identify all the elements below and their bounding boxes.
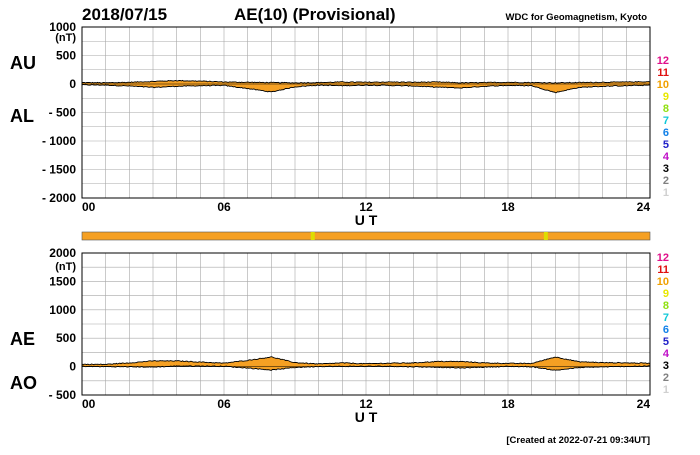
station-legend-item: 4 (663, 151, 670, 163)
station-legend-item: 3 (663, 360, 669, 372)
y-tick-label: - 2000 (42, 191, 76, 205)
ae-ao-x-label: U T (355, 409, 378, 425)
au-al-unit: (nT) (55, 32, 76, 44)
station-legend-item: 5 (663, 139, 669, 151)
x-tick-label: 12 (359, 200, 373, 214)
y-tick-label: 500 (56, 331, 76, 345)
x-tick-label: 18 (501, 200, 515, 214)
y-tick-label: - 1500 (42, 163, 76, 177)
au-al-frame (81, 26, 651, 199)
x-tick-label: 00 (82, 200, 96, 214)
x-tick-label: 06 (217, 397, 231, 411)
x-tick-label: 24 (637, 200, 651, 214)
al-series-label: AL (10, 106, 34, 126)
station-legend-item: 12 (657, 55, 669, 67)
station-legend-item: 10 (657, 276, 669, 288)
x-tick-label: 00 (82, 397, 96, 411)
ae-series-label: AE (10, 329, 35, 349)
station-legend-item: 11 (657, 67, 669, 79)
station-legend-item: 5 (663, 336, 669, 348)
al-trace (81, 84, 650, 94)
ae-ao-y-ticks: 2000 1500 1000 500 0 - 500 (49, 246, 77, 402)
ae-ao-grid (81, 252, 651, 396)
au-al-x-label: U T (355, 212, 378, 228)
station-legend-item: 4 (663, 348, 670, 360)
station-legend-item: 6 (663, 127, 669, 139)
station-legend-item: 1 (663, 187, 669, 199)
station-legend-item: 11 (657, 264, 669, 276)
station-status-bar (81, 231, 651, 241)
status-bar-mark (310, 232, 315, 240)
station-legend-item: 7 (663, 312, 669, 324)
created-label: [Created at 2022-07-21 09:34UT] (506, 435, 650, 446)
chart-title: AE(10) (Provisional) (234, 5, 396, 24)
au-series-label: AU (10, 53, 36, 73)
station-legend-item: 1 (663, 384, 669, 396)
y-tick-label: 0 (69, 360, 76, 374)
y-tick-label: 500 (56, 49, 76, 63)
au-al-grid (81, 26, 651, 199)
x-tick-label: 06 (217, 200, 231, 214)
y-tick-label: 1000 (49, 20, 76, 34)
station-legend-item: 6 (663, 324, 669, 336)
ao-trace (81, 365, 651, 371)
source-label: WDC for Geomagnetism, Kyoto (506, 12, 648, 23)
station-legend-item: 3 (663, 163, 669, 175)
au-al-y-ticks: 1000 500 0 - 500 - 1000 - 1500 - 2000 (42, 20, 76, 205)
y-tick-label: 1500 (49, 274, 76, 288)
y-tick-label: 2000 (49, 246, 76, 260)
ae-ao-envelope (82, 356, 650, 371)
ae-ao-unit: (nT) (55, 261, 76, 273)
y-tick-label: 1000 (49, 303, 76, 317)
x-tick-label: 18 (501, 397, 515, 411)
station-legend-item: 7 (663, 115, 669, 127)
au-trace (82, 79, 651, 84)
status-bar-mark (543, 232, 548, 240)
station-legend-item: 8 (663, 300, 669, 312)
y-tick-label: - 500 (49, 388, 77, 402)
station-legend-item: 12 (657, 252, 669, 264)
station-legend-item: 9 (663, 91, 669, 103)
ae-ao-frame (81, 252, 651, 396)
au-al-envelope (82, 80, 650, 93)
y-tick-label: - 500 (49, 106, 77, 120)
x-tick-label: 24 (637, 397, 651, 411)
ao-series-label: AO (10, 373, 37, 393)
station-legend-item: 8 (663, 103, 669, 115)
ae-ao-x-ticks: 00 06 12 18 24 (82, 397, 650, 411)
au-al-x-ticks: 00 06 12 18 24 (82, 200, 650, 214)
station-legend-item: 2 (663, 372, 669, 384)
date-label: 2018/07/15 (82, 5, 167, 24)
status-bar-fill (81, 231, 651, 241)
station-legend-item: 2 (663, 175, 669, 187)
y-tick-label: - 1000 (42, 134, 76, 148)
ae-trace (81, 356, 651, 366)
station-legend-item: 10 (657, 79, 669, 91)
y-tick-label: 0 (69, 77, 76, 91)
x-tick-label: 12 (359, 397, 373, 411)
station-legend-item: 9 (663, 288, 669, 300)
